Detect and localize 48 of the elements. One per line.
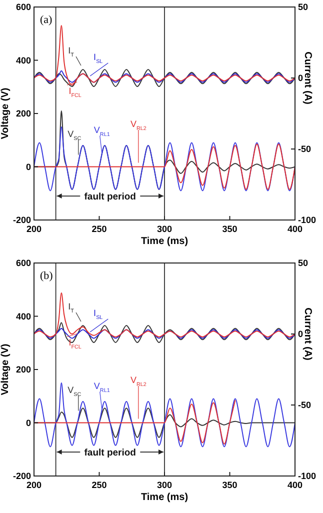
y-tick-label: 600 bbox=[16, 2, 31, 12]
y-tick-label: 400 bbox=[16, 55, 31, 66]
y2-tick-label: 50 bbox=[298, 2, 308, 12]
y-axis-title: Voltage (V) bbox=[0, 344, 11, 396]
y2-tick-label: -50 bbox=[298, 144, 312, 154]
x-axis-title: Time (ms) bbox=[140, 236, 188, 247]
series-label: I$_{FCL}$ bbox=[68, 86, 82, 99]
series-label: I$_{SL}$ bbox=[94, 52, 103, 65]
x-tick-label: 300 bbox=[156, 224, 172, 234]
y-tick-label: -200 bbox=[12, 215, 31, 226]
y-tick-label: -200 bbox=[12, 471, 31, 482]
y-tick-label: 0 bbox=[26, 418, 31, 428]
x-tick-label: 250 bbox=[92, 224, 107, 234]
annotation: fault period bbox=[84, 448, 136, 459]
y2-tick-label: 0 bbox=[298, 73, 304, 84]
series-label: I$_{T}$ bbox=[68, 45, 75, 58]
y2-tick-label: -100 bbox=[298, 471, 316, 482]
annotation: fault period bbox=[84, 192, 136, 203]
x-tick-label: 350 bbox=[222, 224, 238, 234]
series-label: V$_{SC}$ bbox=[68, 384, 82, 398]
series-label: I$_{FCL}$ bbox=[68, 338, 82, 351]
text: V$_{RL2}$ bbox=[130, 118, 146, 132]
y-tick-label: 400 bbox=[16, 311, 31, 322]
y2-axis-title: Current (A) bbox=[302, 308, 313, 360]
y-tick-label: 200 bbox=[16, 108, 31, 119]
y-tick-label: 600 bbox=[16, 258, 31, 268]
x-tick-label: 400 bbox=[287, 480, 303, 490]
y-tick-label: 200 bbox=[16, 364, 31, 375]
series-label: I$_{T}$ bbox=[68, 301, 75, 314]
x-tick-label: 250 bbox=[92, 480, 107, 490]
y2-tick-label: -50 bbox=[298, 400, 312, 410]
text: V$_{RL2}$ bbox=[130, 374, 146, 388]
y-axis-title: Voltage (V) bbox=[0, 88, 11, 140]
series-label: V$_{SC}$ bbox=[68, 128, 82, 142]
text: (b) bbox=[40, 270, 54, 282]
series-label: V$_{RL1}$ bbox=[94, 380, 110, 394]
x-tick-label: 400 bbox=[287, 224, 303, 234]
y2-axis-title: Current (A) bbox=[302, 52, 313, 104]
series-label: I$_{SL}$ bbox=[94, 308, 103, 321]
y2-tick-label: -100 bbox=[298, 215, 316, 226]
series-label: V$_{RL1}$ bbox=[94, 124, 110, 138]
y-tick-label: 0 bbox=[26, 162, 31, 172]
x-axis-title: Time (ms) bbox=[140, 492, 188, 503]
text: (a) bbox=[40, 14, 53, 26]
y2-tick-label: 50 bbox=[298, 258, 308, 268]
x-tick-label: 300 bbox=[156, 480, 172, 490]
y2-tick-label: 0 bbox=[298, 329, 304, 340]
x-tick-label: 350 bbox=[222, 480, 238, 490]
